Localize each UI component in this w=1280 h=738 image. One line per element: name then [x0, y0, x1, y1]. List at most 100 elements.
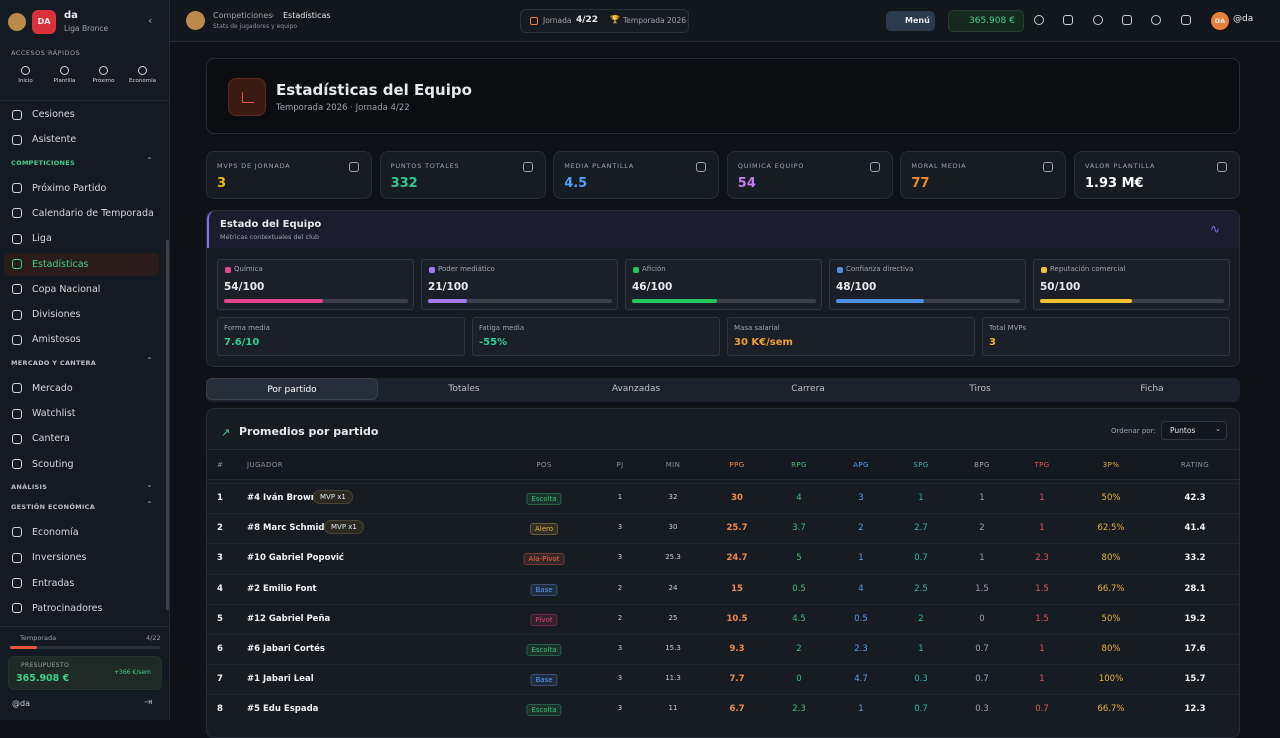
- stat-value: 4.5: [564, 176, 588, 191]
- table-cell: 10.5: [726, 613, 748, 624]
- chevron[interactable]: ⌃: [146, 355, 153, 365]
- player-name[interactable]: #10 Gabriel Popović: [247, 553, 344, 564]
- meter-icon: [225, 267, 231, 273]
- player-name[interactable]: #8 Marc Schmidt: [247, 523, 329, 534]
- tab[interactable]: Ficha: [1140, 384, 1164, 394]
- nav-item[interactable]: Liga: [4, 227, 159, 250]
- quick-link[interactable]: Economía: [123, 66, 162, 84]
- nav-section[interactable]: MERCADO Y CANTERA: [11, 358, 97, 367]
- sort-label: Ordenar por:: [1111, 427, 1156, 435]
- meter-icon: [633, 267, 639, 273]
- nav-icon: [12, 134, 22, 145]
- crumb-current: Estadísticas: [283, 11, 331, 20]
- nav-icon: [12, 433, 22, 444]
- nav-item[interactable]: Mercado: [4, 377, 159, 400]
- tab[interactable]: Totales: [448, 384, 480, 394]
- nav-item[interactable]: Copa Nacional: [4, 278, 159, 301]
- chevron[interactable]: ⌄: [146, 479, 153, 489]
- nav-item[interactable]: Cesiones: [4, 103, 159, 126]
- table-cell: 30: [731, 493, 743, 503]
- toolbar-icon[interactable]: [1092, 15, 1103, 25]
- table-cell: 0.7: [975, 674, 989, 685]
- nav-item[interactable]: Entradas: [4, 572, 159, 595]
- player-name[interactable]: #6 Jabari Cortés: [247, 644, 325, 654]
- player-name[interactable]: #5 Edu Espada: [247, 704, 319, 715]
- nav-item[interactable]: Próximo Partido: [4, 177, 159, 200]
- avatar[interactable]: DA: [1211, 12, 1229, 30]
- avatar: DA: [32, 10, 56, 34]
- nav-icon: [12, 233, 22, 244]
- tab[interactable]: Por partido: [206, 378, 378, 400]
- nav-item[interactable]: Patrocinadores: [4, 597, 159, 620]
- meter-value: 50/100: [1040, 281, 1081, 293]
- nav-item[interactable]: Amistosos: [4, 328, 159, 351]
- collapse[interactable]: ‹: [148, 14, 153, 27]
- nav-section[interactable]: ANÁLISIS: [11, 482, 48, 491]
- nav-item[interactable]: Inversiones: [4, 546, 159, 569]
- budget-label: PRESUPUESTO: [21, 662, 70, 669]
- nav-section[interactable]: COMPETICIONES: [11, 158, 75, 167]
- stat-value: 77: [911, 176, 930, 191]
- cal-icon: [530, 17, 538, 25]
- quick-link[interactable]: Próximo: [84, 66, 123, 84]
- subtitle: Stats de jugadores y equipo: [213, 23, 298, 30]
- nav-label: Mercado: [32, 382, 73, 394]
- season-bar: [10, 646, 160, 649]
- nav-section[interactable]: GESTIÓN ECONÓMICA: [11, 502, 96, 511]
- nav-item[interactable]: Scouting: [4, 453, 159, 476]
- table-cell: 8: [217, 704, 223, 715]
- season: Temporada 2026: [623, 16, 687, 25]
- metric-label: Total MVPs: [989, 324, 1027, 332]
- nav-item[interactable]: Watchlist: [4, 402, 159, 425]
- nav-item[interactable]: Asistente: [4, 128, 159, 151]
- money[interactable]: 365.908 €: [948, 10, 1024, 32]
- toolbar-icon[interactable]: [1121, 15, 1132, 25]
- toolbar-icon[interactable]: [1151, 15, 1162, 25]
- meter-value: 46/100: [632, 281, 673, 293]
- nav-label: Asistente: [32, 134, 77, 146]
- table-cell: 4.5: [792, 613, 806, 624]
- player-name[interactable]: #2 Emilio Font: [247, 583, 317, 594]
- toolbar-icon[interactable]: [1063, 15, 1074, 25]
- pulse-icon: ∿: [1210, 222, 1221, 236]
- table-cell: 0.5: [854, 613, 868, 624]
- nav-item[interactable]: Divisiones: [4, 303, 159, 326]
- column-header: SPG: [913, 461, 929, 469]
- player-name[interactable]: #1 Jabari Leal: [247, 674, 314, 685]
- row-divider: [207, 634, 1239, 635]
- player-name[interactable]: #12 Gabriel Peña: [247, 613, 331, 624]
- toolbar-icon[interactable]: [1034, 15, 1044, 25]
- meter-fill: [1040, 299, 1132, 303]
- sort-select[interactable]: Puntos: [1161, 421, 1227, 440]
- nav-item[interactable]: Cantera: [4, 427, 159, 450]
- nav-icon: [12, 552, 22, 563]
- quick-link[interactable]: Inicio: [6, 66, 45, 84]
- player-name[interactable]: #4 Iván Brown: [247, 493, 317, 503]
- chevron[interactable]: ⌃: [146, 155, 153, 165]
- chevron[interactable]: ⌃: [146, 499, 153, 509]
- nav-icon: [12, 309, 22, 320]
- nav-item[interactable]: Economía: [4, 521, 159, 544]
- logout[interactable]: ⇥: [144, 697, 153, 708]
- tab[interactable]: Carrera: [791, 384, 825, 394]
- menu-button[interactable]: Menú: [886, 11, 935, 31]
- table-cell: 1: [1039, 674, 1045, 685]
- tab[interactable]: Tiros: [969, 384, 991, 394]
- stat-icon: [1217, 162, 1227, 172]
- tab[interactable]: Avanzadas: [611, 384, 661, 394]
- quick-link[interactable]: Plantilla: [45, 66, 84, 84]
- nav-label: Próximo Partido: [32, 182, 107, 194]
- nav-item[interactable]: Calendario de Temporada: [4, 202, 159, 225]
- nav-item[interactable]: Estadísticas: [4, 252, 159, 276]
- table-cell: 4: [858, 583, 864, 594]
- table-cell: 1.5: [1035, 613, 1049, 624]
- table-cell: 2.3: [1035, 553, 1049, 564]
- crumb-parent[interactable]: Competiciones: [213, 11, 273, 20]
- meter-card: Química 54/100: [217, 259, 414, 310]
- meter-fill: [632, 299, 717, 303]
- table-cell: 3: [217, 553, 223, 564]
- toolbar-icon[interactable]: [1180, 15, 1191, 25]
- table-cell: 2: [858, 523, 864, 534]
- stat-label: VALOR PLANTILLA: [1085, 162, 1156, 170]
- table-cell: 3: [858, 493, 864, 503]
